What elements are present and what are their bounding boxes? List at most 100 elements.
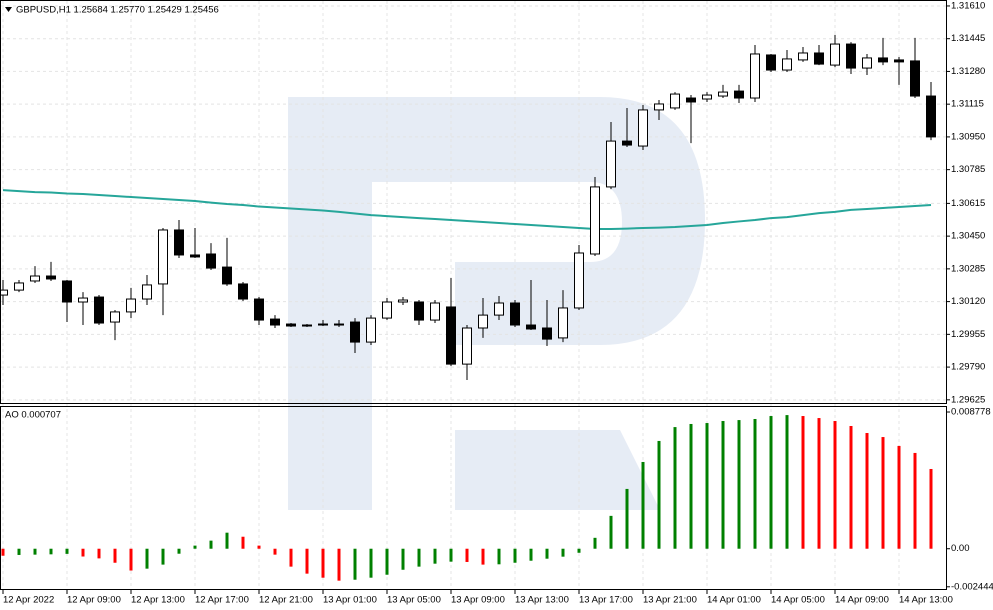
x-tick-label: 14 Apr 13:00: [899, 595, 953, 606]
candle-body: [542, 327, 552, 340]
candle-body: [302, 324, 312, 327]
ao-bar: [305, 548, 309, 574]
ao-bar: [241, 536, 245, 549]
x-tick-label: 13 Apr 13:00: [515, 595, 569, 606]
ao-bar: [513, 548, 517, 563]
y-tick-label: 0.00: [951, 543, 970, 554]
y-tick-label: -0.002444: [951, 581, 993, 592]
ao-bar: [689, 423, 693, 549]
candle-body: [78, 297, 88, 303]
x-tick-label: 12 Apr 13:00: [131, 595, 185, 606]
candle-body: [14, 282, 24, 291]
ao-bar: [257, 545, 261, 549]
x-tick-label: 13 Apr 05:00: [387, 595, 441, 606]
y-tick-label: 1.31445: [951, 33, 985, 44]
watermark-leg: [455, 430, 660, 510]
candle-body: [0, 289, 8, 296]
ao-bar: [705, 423, 709, 549]
ao-bar: [353, 548, 357, 580]
y-tick-label: 1.30450: [951, 231, 985, 242]
candle-body: [526, 324, 536, 330]
ao-bar: [913, 452, 917, 549]
y-tick-label: 1.31610: [951, 0, 985, 11]
ao-bar: [497, 548, 501, 565]
ao-bar: [561, 548, 565, 557]
ao-bar: [577, 548, 581, 553]
ao-bar: [145, 548, 149, 569]
ao-bar: [929, 468, 933, 549]
candle-body: [878, 57, 888, 63]
ao-bar: [881, 437, 885, 549]
candle-body: [94, 296, 104, 324]
ao-bar: [289, 548, 293, 567]
x-tick-label: 14 Apr 09:00: [835, 595, 889, 606]
ao-bar: [337, 548, 341, 581]
candle-body: [30, 275, 40, 282]
y-tick-label: 1.29790: [951, 362, 985, 373]
ao-bar: [625, 488, 629, 549]
ao-bar: [177, 548, 181, 554]
candle-body: [494, 302, 504, 316]
candle-body: [718, 91, 728, 97]
x-tick-label: 13 Apr 09:00: [451, 595, 505, 606]
candle-body: [510, 302, 520, 326]
ao-bar: [17, 548, 21, 555]
candle-body: [862, 57, 872, 69]
ao-bar: [1, 548, 5, 556]
candle-body: [222, 266, 232, 285]
candle-body: [62, 280, 72, 303]
x-tick-label: 14 Apr 01:00: [707, 595, 761, 606]
candle-body: [126, 298, 136, 313]
ao-bar: [225, 532, 229, 549]
candle-body: [734, 90, 744, 99]
candle-body: [798, 52, 808, 61]
ao-bar: [401, 548, 405, 570]
x-tick-label: 13 Apr 17:00: [579, 595, 633, 606]
candle-body: [462, 327, 472, 365]
candle-body: [206, 253, 216, 269]
candle-body: [830, 43, 840, 66]
y-tick-label: 1.30615: [951, 198, 985, 209]
y-tick-label: 1.29625: [951, 394, 985, 405]
y-tick-label: 0.008778: [951, 407, 991, 418]
price-title: GBPUSD,H1 1.25684 1.25770 1.25429 1.2545…: [16, 5, 219, 16]
ao-bar: [113, 548, 117, 563]
candle-body: [670, 93, 680, 109]
candle-body: [894, 59, 904, 63]
ao-bar: [161, 548, 165, 565]
ao-bar: [433, 548, 437, 564]
candle-body: [686, 97, 696, 103]
ao-bar: [721, 421, 725, 549]
ao-bar: [897, 445, 901, 549]
x-tick-label: 12 Apr 09:00: [67, 595, 121, 606]
candle-body: [238, 283, 248, 300]
candle-body: [606, 140, 616, 188]
candle-body: [702, 94, 712, 100]
ao-bar: [33, 548, 37, 555]
x-tick-label: 12 Apr 2022: [3, 595, 54, 606]
candle-body: [590, 186, 600, 255]
ao-bar: [321, 548, 325, 578]
ao-bar: [81, 548, 85, 557]
ao-bar: [417, 548, 421, 567]
ao-bar: [865, 433, 869, 549]
moving-average: [2, 189, 932, 230]
ao-bar: [449, 548, 453, 562]
y-tick-label: 1.30950: [951, 131, 985, 142]
y-tick-label: 1.30120: [951, 296, 985, 307]
candle-body: [46, 275, 56, 280]
ao-bar: [49, 548, 53, 555]
candle-body: [366, 317, 376, 343]
candle-body: [846, 43, 856, 69]
ao-bar: [673, 427, 677, 549]
y-tick-label: 1.29955: [951, 329, 985, 340]
ao-title: AO 0.000707: [5, 410, 61, 421]
candle-body: [574, 252, 584, 309]
candle-body: [318, 323, 328, 326]
candle-body: [142, 284, 152, 300]
ao-bar: [609, 515, 613, 549]
y-tick-label: 1.31280: [951, 66, 985, 77]
candle-body: [110, 311, 120, 323]
candle-body: [654, 103, 664, 111]
ao-bar: [193, 545, 197, 549]
